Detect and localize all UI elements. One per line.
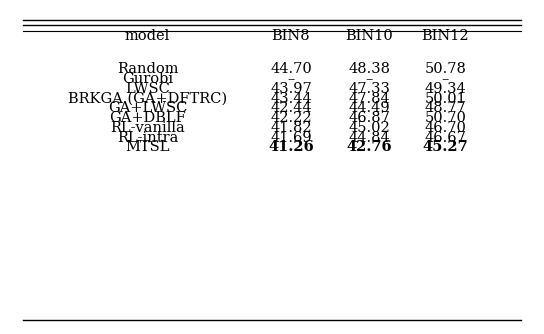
Text: –: – xyxy=(366,72,373,86)
Text: –: – xyxy=(442,72,449,86)
Text: 44.84: 44.84 xyxy=(349,131,390,145)
Text: 44.49: 44.49 xyxy=(349,102,390,115)
Text: 47.84: 47.84 xyxy=(349,92,390,106)
Text: GA+DBLF: GA+DBLF xyxy=(109,111,186,125)
Text: 50.01: 50.01 xyxy=(424,92,466,106)
Text: MTSL: MTSL xyxy=(125,141,170,154)
Text: 41.69: 41.69 xyxy=(270,131,312,145)
Text: Random: Random xyxy=(117,62,178,76)
Text: 43.97: 43.97 xyxy=(270,82,312,96)
Text: 48.38: 48.38 xyxy=(348,62,391,76)
Text: BRKGA (GA+DFTRC): BRKGA (GA+DFTRC) xyxy=(68,92,227,106)
Text: BIN12: BIN12 xyxy=(422,29,469,43)
Text: 42.76: 42.76 xyxy=(347,141,392,154)
Text: RL-vanilla: RL-vanilla xyxy=(110,121,185,135)
Text: RL-intra: RL-intra xyxy=(117,131,178,145)
Text: 48.77: 48.77 xyxy=(424,102,466,115)
Text: 47.33: 47.33 xyxy=(349,82,391,96)
Text: 46.67: 46.67 xyxy=(424,131,466,145)
Text: model: model xyxy=(125,29,170,43)
Text: 41.82: 41.82 xyxy=(270,121,312,135)
Text: 45.02: 45.02 xyxy=(349,121,390,135)
Text: 45.27: 45.27 xyxy=(422,141,468,154)
Text: 42.22: 42.22 xyxy=(270,111,312,125)
Text: 44.70: 44.70 xyxy=(270,62,312,76)
Text: 41.26: 41.26 xyxy=(268,141,314,154)
Text: 43.44: 43.44 xyxy=(270,92,312,106)
Text: BIN8: BIN8 xyxy=(271,29,310,43)
Text: 42.44: 42.44 xyxy=(270,102,312,115)
Text: 50.78: 50.78 xyxy=(424,62,466,76)
Text: 49.34: 49.34 xyxy=(424,82,466,96)
Text: GA+LWSC: GA+LWSC xyxy=(108,102,187,115)
Text: Gurobi: Gurobi xyxy=(122,72,173,86)
Text: 50.70: 50.70 xyxy=(424,111,466,125)
Text: BIN10: BIN10 xyxy=(345,29,393,43)
Text: LWSC: LWSC xyxy=(125,82,170,96)
Text: 46.87: 46.87 xyxy=(349,111,391,125)
Text: –: – xyxy=(287,72,295,86)
Text: 46.70: 46.70 xyxy=(424,121,466,135)
